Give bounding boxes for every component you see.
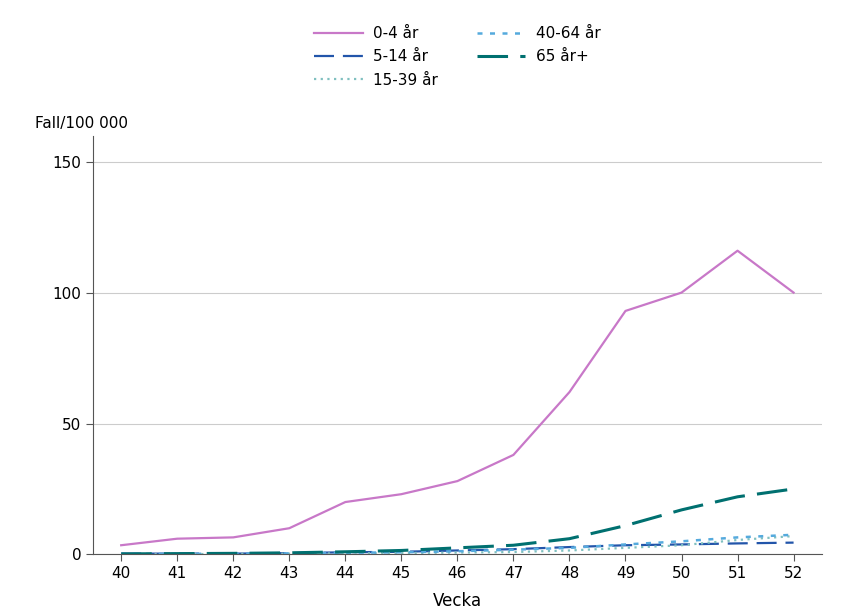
Text: Fall/100 000: Fall/100 000 [35,116,128,131]
X-axis label: Vecka: Vecka [433,593,482,610]
Legend: 0-4 år, 5-14 år, 15-39 år, 40-64 år, 65 år+: 0-4 år, 5-14 år, 15-39 år, 40-64 år, 65 … [314,26,601,87]
